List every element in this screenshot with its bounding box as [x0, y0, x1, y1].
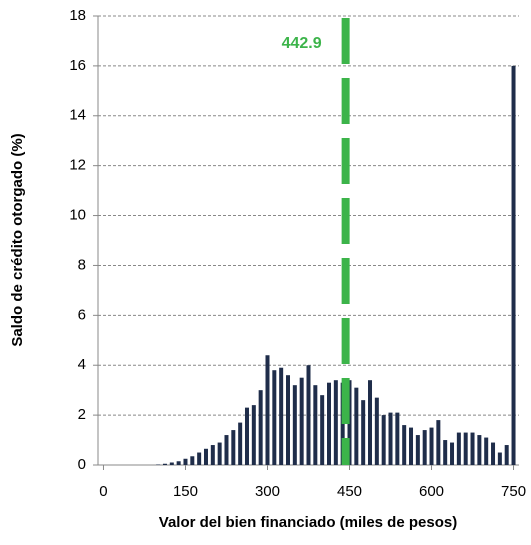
bar: [320, 395, 324, 465]
bar: [491, 443, 495, 465]
bar: [252, 405, 256, 465]
bar: [477, 435, 481, 465]
bar: [265, 355, 269, 465]
x-tick-label: 150: [173, 483, 198, 500]
y-tick-label: 6: [78, 306, 86, 323]
bar: [354, 388, 358, 465]
bar: [300, 378, 304, 465]
y-tick-label: 2: [78, 406, 86, 423]
x-tick-label: 450: [337, 483, 362, 500]
bar: [259, 390, 263, 465]
bar: [327, 383, 331, 465]
bar: [204, 449, 208, 465]
y-tick-label: 4: [78, 356, 86, 373]
y-tick-label: 0: [78, 456, 86, 473]
bar: [368, 380, 372, 465]
bar: [170, 463, 174, 465]
bar: [423, 430, 427, 465]
bar: [224, 435, 228, 465]
bar: [409, 428, 413, 465]
bar: [238, 423, 242, 465]
bar: [245, 408, 249, 465]
y-tick-label: 10: [69, 207, 86, 224]
bar: [430, 428, 434, 465]
bar: [443, 440, 447, 465]
bar: [389, 413, 393, 465]
bar: [218, 443, 222, 465]
bar: [361, 400, 365, 465]
y-tick-label: 12: [69, 157, 86, 174]
bar: [307, 365, 311, 465]
x-tick-label: 0: [99, 483, 107, 500]
bar: [190, 456, 194, 465]
y-tick-label: 16: [69, 57, 86, 74]
bar: [231, 430, 235, 465]
y-tick-label: 18: [69, 7, 86, 24]
bar: [382, 415, 386, 465]
bar: [177, 461, 181, 465]
bar: [293, 385, 297, 465]
y-axis-title: Saldo de crédito otorgado (%): [9, 133, 26, 346]
y-tick-label: 8: [78, 256, 86, 273]
bar: [457, 433, 461, 465]
bar: [436, 420, 440, 465]
bar: [183, 459, 187, 465]
bar: [197, 453, 201, 465]
bar: [512, 66, 516, 465]
bar: [402, 425, 406, 465]
x-tick-label: 750: [501, 483, 526, 500]
bar: [505, 445, 509, 465]
x-axis-title: Valor del bien financiado (miles de peso…: [159, 514, 457, 531]
bar: [484, 438, 488, 465]
bar: [498, 453, 502, 465]
bar: [416, 435, 420, 465]
bar: [334, 380, 338, 465]
bar: [211, 445, 215, 465]
bar: [471, 433, 475, 465]
bar: [286, 375, 290, 465]
x-tick-label: 300: [255, 483, 280, 500]
x-tick-label: 600: [419, 483, 444, 500]
bar: [450, 443, 454, 465]
y-tick-label: 14: [69, 107, 86, 124]
bar: [375, 398, 379, 465]
bar: [464, 433, 468, 465]
reference-label: 442.9: [282, 35, 322, 52]
bar: [163, 464, 167, 465]
bar: [313, 385, 317, 465]
bar: [279, 368, 283, 465]
bar: [272, 370, 276, 465]
bar: [395, 413, 399, 465]
